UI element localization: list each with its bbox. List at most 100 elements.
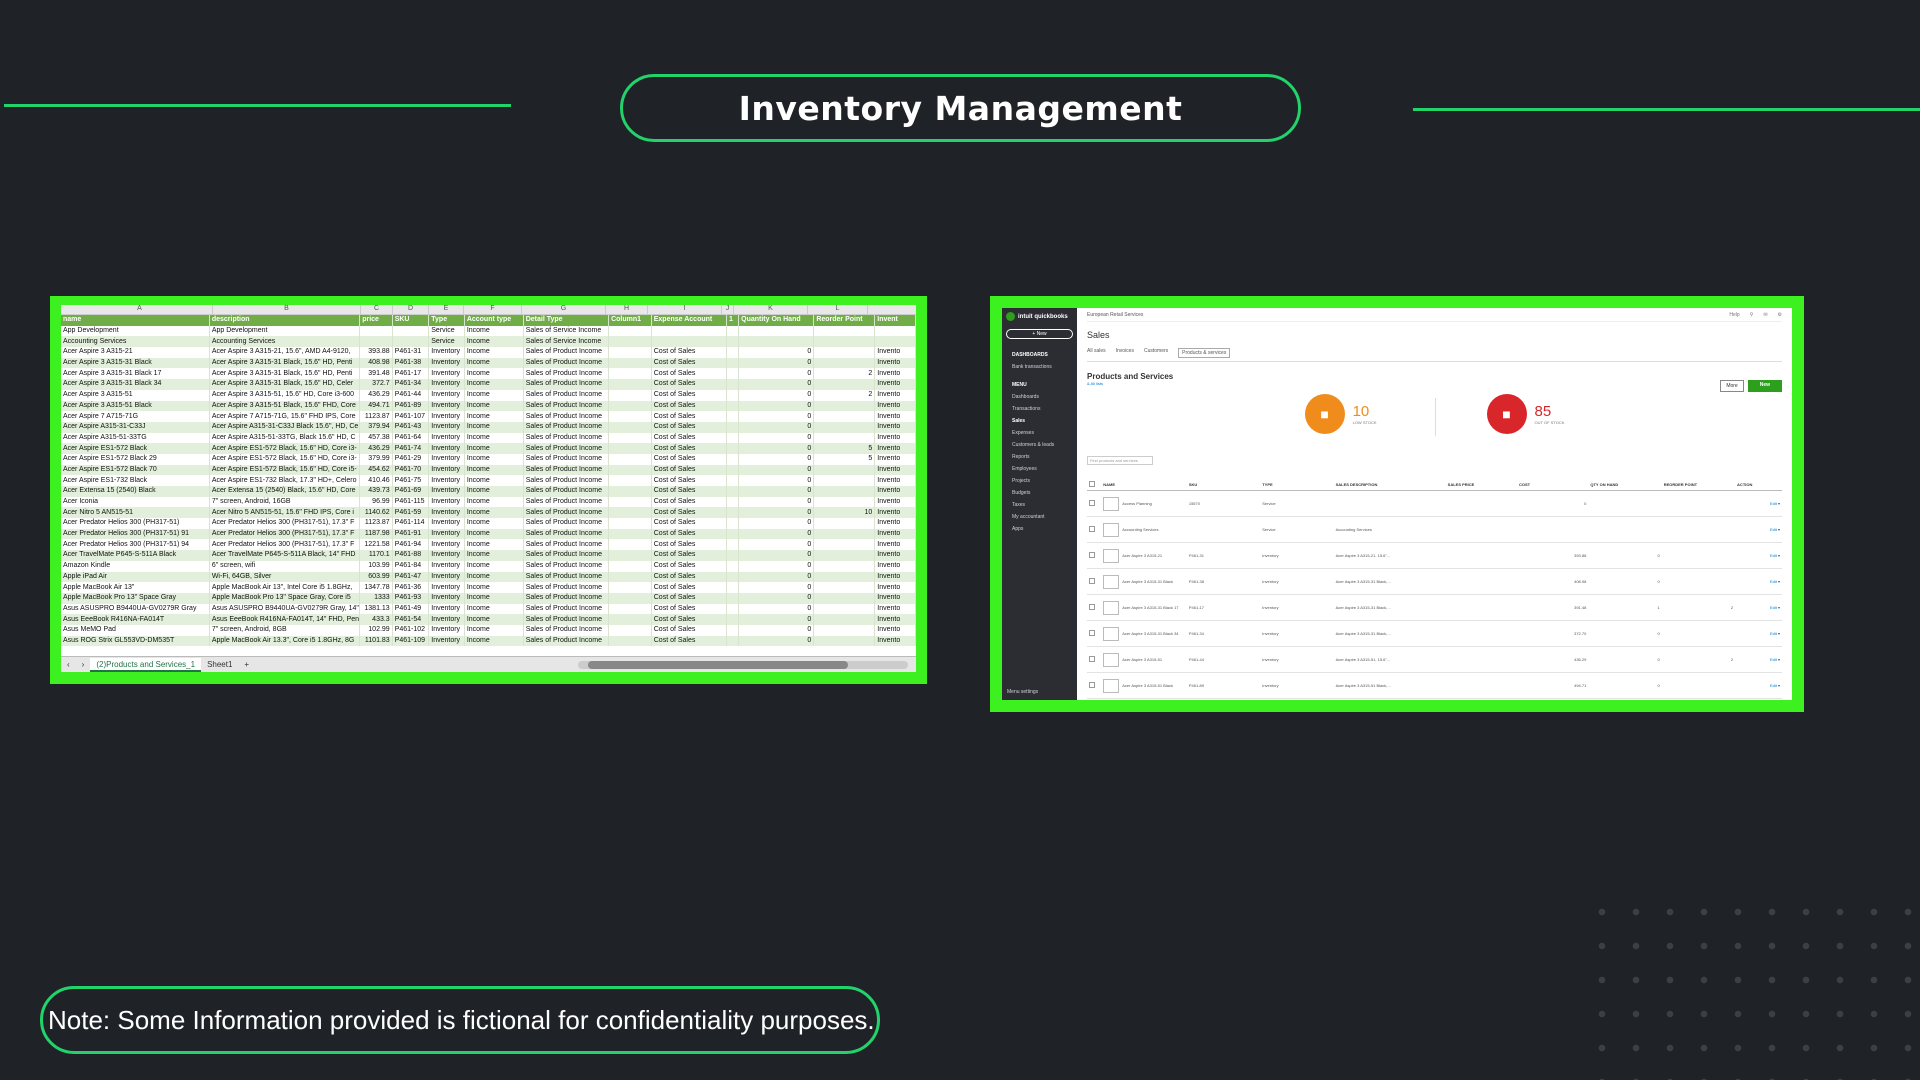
table-cell[interactable]: Acer Aspire 3 A315-51 Black xyxy=(61,400,210,412)
table-cell[interactable]: 1101.83 xyxy=(359,635,393,647)
table-cell[interactable] xyxy=(608,336,652,348)
table-cell[interactable]: Cost of Sales xyxy=(651,539,727,551)
table-cell[interactable] xyxy=(813,325,876,337)
table-cell[interactable]: Inventory xyxy=(428,507,465,519)
table-cell[interactable]: Sales of Product Income xyxy=(523,443,610,454)
table-cell[interactable] xyxy=(651,325,727,337)
table-cell[interactable]: Cost of Sales xyxy=(651,357,727,369)
table-cell[interactable] xyxy=(608,389,652,401)
table-cell[interactable]: 0 xyxy=(738,432,815,444)
table-cell[interactable] xyxy=(813,518,876,529)
sidebar-item[interactable]: Customers & leads xyxy=(1012,442,1055,448)
table-cell[interactable]: Apple MacBook Air 13.3", Core i5 1.8GHz,… xyxy=(209,635,361,647)
column-header[interactable]: Invent xyxy=(874,315,916,326)
table-cell[interactable]: Income xyxy=(464,614,524,625)
table-cell[interactable]: Inventory xyxy=(428,592,465,604)
table-cell[interactable]: Acer Predator Helios 300 (PH317-51), 17.… xyxy=(209,528,361,540)
table-cell[interactable] xyxy=(608,368,652,380)
table-cell[interactable]: Acer Aspire ES1-732 Black xyxy=(61,475,210,486)
table-cell[interactable] xyxy=(726,496,740,508)
sidebar-item[interactable]: Projects xyxy=(1012,478,1031,484)
table-cell[interactable]: P461-75 xyxy=(392,475,430,486)
product-name[interactable]: Acer Aspire 3 A315-31 Black 17 xyxy=(1122,604,1179,610)
table-cell[interactable]: 1123.87 xyxy=(359,411,393,422)
table-cell[interactable]: Acer Aspire 3 A315-51 xyxy=(61,389,210,401)
column-header[interactable]: Reorder Point xyxy=(813,315,876,326)
table-cell[interactable]: Acer Aspire ES1-572 Black, 15.6" HD, Cor… xyxy=(209,464,361,476)
sidebar-item[interactable]: MENU xyxy=(1012,382,1027,388)
table-cell[interactable]: Invento xyxy=(874,464,916,476)
table-cell[interactable]: Accounting Services xyxy=(209,336,361,348)
row-checkbox[interactable] xyxy=(1089,604,1095,610)
table-cell[interactable]: P461-93 xyxy=(392,592,430,604)
table-cell[interactable]: Income xyxy=(464,464,524,476)
table-cell[interactable]: Income xyxy=(464,336,524,348)
sidebar-item[interactable]: Employees xyxy=(1012,466,1037,472)
table-cell[interactable]: Acer Aspire 3 A315-31 Black 34 xyxy=(61,379,210,390)
table-cell[interactable]: Acer Predator Helios 300 (PH317-51) 91 xyxy=(61,528,210,540)
table-cell[interactable]: Inventory xyxy=(428,571,465,583)
table-cell[interactable] xyxy=(392,325,430,337)
table-cell[interactable]: Cost of Sales xyxy=(651,389,727,401)
table-cell[interactable]: Cost of Sales xyxy=(651,496,727,508)
table-cell[interactable] xyxy=(726,507,740,519)
column-letter[interactable]: K xyxy=(734,305,808,314)
table-cell[interactable]: Income xyxy=(464,325,524,337)
table-cell[interactable]: 1187.98 xyxy=(359,528,393,540)
column-letter[interactable]: G xyxy=(522,305,606,314)
table-cell[interactable] xyxy=(608,411,652,422)
table-cell[interactable] xyxy=(726,635,740,647)
table-cell[interactable] xyxy=(726,464,740,476)
table-cell[interactable]: Invento xyxy=(874,453,916,465)
table-cell[interactable]: Cost of Sales xyxy=(651,432,727,444)
table-cell[interactable]: Income xyxy=(464,357,524,369)
table-cell[interactable] xyxy=(608,560,652,572)
table-cell[interactable]: 436.29 xyxy=(359,389,393,401)
table-cell[interactable]: P461-43 xyxy=(392,421,430,433)
table-cell[interactable] xyxy=(726,453,740,465)
table-cell[interactable]: Acer Aspire ES1-572 Black xyxy=(61,443,210,454)
table-cell[interactable] xyxy=(608,347,652,358)
column-letter[interactable]: F xyxy=(464,305,522,314)
table-cell[interactable]: 0 xyxy=(738,571,815,583)
table-cell[interactable]: Income xyxy=(464,368,524,380)
table-cell[interactable] xyxy=(813,624,876,636)
table-cell[interactable] xyxy=(813,464,876,476)
table-cell[interactable]: Acer Aspire A315-31-C33J xyxy=(61,421,210,433)
table-cell[interactable]: P461-94 xyxy=(392,539,430,551)
table-cell[interactable]: P461-49 xyxy=(392,603,430,615)
table-cell[interactable] xyxy=(726,624,740,636)
table-cell[interactable]: Acer Aspire 3 A315-31 Black, 15.6" HD, C… xyxy=(209,379,361,390)
sidebar-item[interactable]: Expenses xyxy=(1012,430,1034,436)
table-cell[interactable]: Acer Iconia xyxy=(61,496,210,508)
search-icon[interactable]: ⚲ xyxy=(1749,311,1754,318)
table-cell[interactable]: Inventory xyxy=(428,400,465,412)
table-cell[interactable] xyxy=(726,421,740,433)
table-cell[interactable]: Invento xyxy=(874,528,916,540)
table-cell[interactable]: Invento xyxy=(874,357,916,369)
table-cell[interactable]: Invento xyxy=(874,486,916,497)
table-cell[interactable] xyxy=(813,496,876,508)
table-cell[interactable]: P461-31 xyxy=(392,347,430,358)
table-cell[interactable]: Invento xyxy=(874,475,916,486)
table-cell[interactable]: Cost of Sales xyxy=(651,592,727,604)
table-cell[interactable]: Cost of Sales xyxy=(651,635,727,647)
table-cell[interactable]: Inventory xyxy=(428,550,465,561)
table-cell[interactable]: 96.99 xyxy=(359,496,393,508)
table-cell[interactable] xyxy=(608,464,652,476)
table-cell[interactable]: Inventory xyxy=(428,379,465,390)
column-header[interactable]: Detail Type xyxy=(523,315,610,326)
table-cell[interactable]: 0 xyxy=(738,357,815,369)
column-letter[interactable]: D xyxy=(393,305,429,314)
new-button[interactable]: + New xyxy=(1006,329,1073,339)
column-letter[interactable]: I xyxy=(648,305,722,314)
table-cell[interactable]: Acer Aspire 3 A315-51 Black, 15.6" FHD, … xyxy=(209,400,361,412)
chevron-down-icon[interactable]: ▾ xyxy=(1776,605,1780,610)
menu-settings-link[interactable]: Menu settings xyxy=(1007,689,1039,695)
chevron-down-icon[interactable]: ▾ xyxy=(1776,631,1780,636)
help-link[interactable]: Help xyxy=(1729,311,1740,318)
tab-all-sales[interactable]: All sales xyxy=(1087,348,1106,354)
table-cell[interactable]: Cost of Sales xyxy=(651,411,727,422)
column-header[interactable]: Type xyxy=(428,315,465,326)
column-header[interactable]: description xyxy=(209,315,361,326)
